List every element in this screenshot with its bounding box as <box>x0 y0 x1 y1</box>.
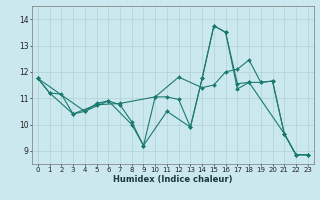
X-axis label: Humidex (Indice chaleur): Humidex (Indice chaleur) <box>113 175 233 184</box>
